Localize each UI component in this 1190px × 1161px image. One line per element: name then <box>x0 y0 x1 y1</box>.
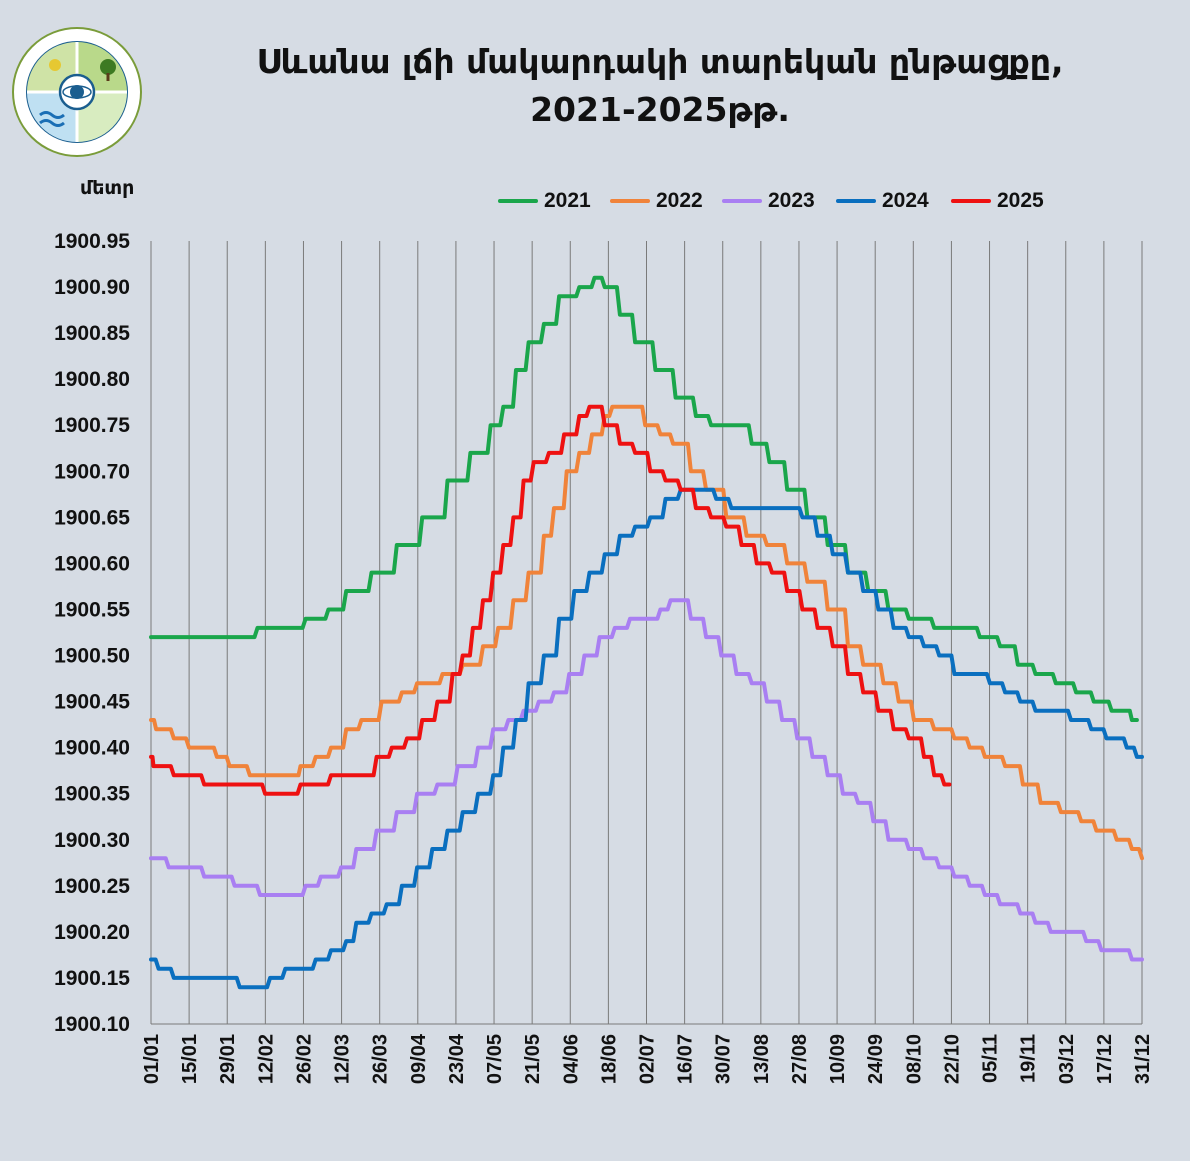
y-tick-label: 1900.75 <box>54 414 130 437</box>
y-tick-label: 1900.60 <box>54 552 130 575</box>
x-tick-label: 13/08 <box>751 1034 773 1084</box>
x-tick-label: 29/01 <box>217 1034 239 1084</box>
series-line-2024 <box>149 487 1144 990</box>
series-line-2022 <box>149 404 1144 861</box>
chart-title-line2: 2021-2025թթ. <box>530 90 790 129</box>
x-tick-label: 01/01 <box>141 1034 163 1084</box>
legend-item-2025: 2025 <box>951 186 1044 216</box>
y-tick-label: 1900.65 <box>54 506 130 529</box>
y-tick-label: 1900.50 <box>54 645 130 668</box>
x-tick-label: 05/11 <box>980 1034 1002 1083</box>
x-tick-label: 27/08 <box>789 1034 811 1084</box>
series-line-2023 <box>149 598 1144 962</box>
x-tick-label: 04/06 <box>560 1034 582 1084</box>
legend-item-2023: 2023 <box>722 186 815 216</box>
x-tick-label: 26/03 <box>370 1034 392 1084</box>
legend-swatch-2021 <box>498 199 538 203</box>
x-tick-label: 22/10 <box>941 1034 963 1084</box>
x-tick-label: 19/11 <box>1018 1034 1040 1083</box>
chart-title-line1: Սևանա լճի մակարդակի տարեկան ընթացքը, <box>256 42 1064 81</box>
legend-label-2025: 2025 <box>997 189 1044 212</box>
y-tick-label: 1900.30 <box>54 829 130 852</box>
x-tick-label: 24/09 <box>865 1034 887 1084</box>
x-tick-label: 08/10 <box>903 1034 925 1084</box>
legend-swatch-2024 <box>836 199 876 203</box>
series-lines <box>149 275 1144 990</box>
legend-swatch-2022 <box>610 199 650 203</box>
vertical-gridlines <box>150 241 1143 1025</box>
x-tick-label: 10/09 <box>827 1034 849 1084</box>
legend-label-2024: 2024 <box>882 189 929 212</box>
x-tick-label: 21/05 <box>522 1034 544 1084</box>
y-tick-label: 1900.40 <box>54 737 130 760</box>
y-axis-ticks: 1900.95 1900.90 1900.85 1900.80 1900.75 1900.… <box>54 230 130 1036</box>
x-tick-label: 15/01 <box>179 1034 201 1084</box>
hydrometeorology-center-logo-icon <box>10 25 144 159</box>
y-tick-label: 1900.90 <box>54 276 130 299</box>
y-tick-label: 1900.15 <box>54 967 130 990</box>
x-tick-label: 12/03 <box>332 1034 354 1084</box>
x-tick-label: 23/04 <box>446 1033 468 1084</box>
chart-title: Սևանա լճի մակարդակի տարեկան ընթացքը, 202… <box>160 38 1160 134</box>
y-tick-label: 1900.80 <box>54 368 130 391</box>
series-line-2021 <box>149 275 1139 722</box>
x-tick-label: 31/12 <box>1132 1034 1154 1084</box>
y-tick-label: 1900.85 <box>54 322 130 345</box>
y-tick-label: 1900.45 <box>54 691 130 714</box>
x-tick-label: 12/02 <box>255 1034 277 1084</box>
x-tick-label: 02/07 <box>637 1034 659 1084</box>
x-tick-label: 17/12 <box>1094 1034 1116 1084</box>
x-tick-label: 03/12 <box>1056 1034 1078 1084</box>
x-tick-label: 26/02 <box>293 1034 315 1084</box>
x-axis-ticks: 01/01 15/01 29/01 12/02 26/02 12/03 26/03 09/04… <box>141 1033 1154 1084</box>
legend-swatch-2023 <box>722 199 762 203</box>
series-line-2025 <box>149 404 952 796</box>
x-tick-label: 16/07 <box>675 1034 697 1084</box>
chart-legend: 2021 2022 2023 2024 2025 <box>0 186 1190 216</box>
x-tick-label: 09/04 <box>408 1033 430 1084</box>
legend-label-2021: 2021 <box>544 189 591 212</box>
y-axis-unit-label: մետր <box>80 177 135 199</box>
legend-label-2022: 2022 <box>656 189 703 212</box>
y-tick-label: 1900.70 <box>54 460 130 483</box>
y-tick-label: 1900.20 <box>54 921 130 944</box>
y-tick-label: 1900.25 <box>54 875 130 898</box>
x-tick-label: 30/07 <box>713 1034 735 1084</box>
x-tick-label: 07/05 <box>484 1034 506 1084</box>
x-tick-label: 18/06 <box>598 1034 620 1084</box>
y-tick-label: 1900.10 <box>54 1013 130 1036</box>
legend-item-2024: 2024 <box>836 186 929 216</box>
y-tick-label: 1900.55 <box>54 598 130 621</box>
legend-item-2021: 2021 <box>498 186 591 216</box>
legend-item-2022: 2022 <box>610 186 703 216</box>
y-tick-label: 1900.95 <box>54 230 130 253</box>
legend-swatch-2025 <box>951 199 991 203</box>
y-tick-label: 1900.35 <box>54 783 130 806</box>
legend-label-2023: 2023 <box>768 189 815 212</box>
